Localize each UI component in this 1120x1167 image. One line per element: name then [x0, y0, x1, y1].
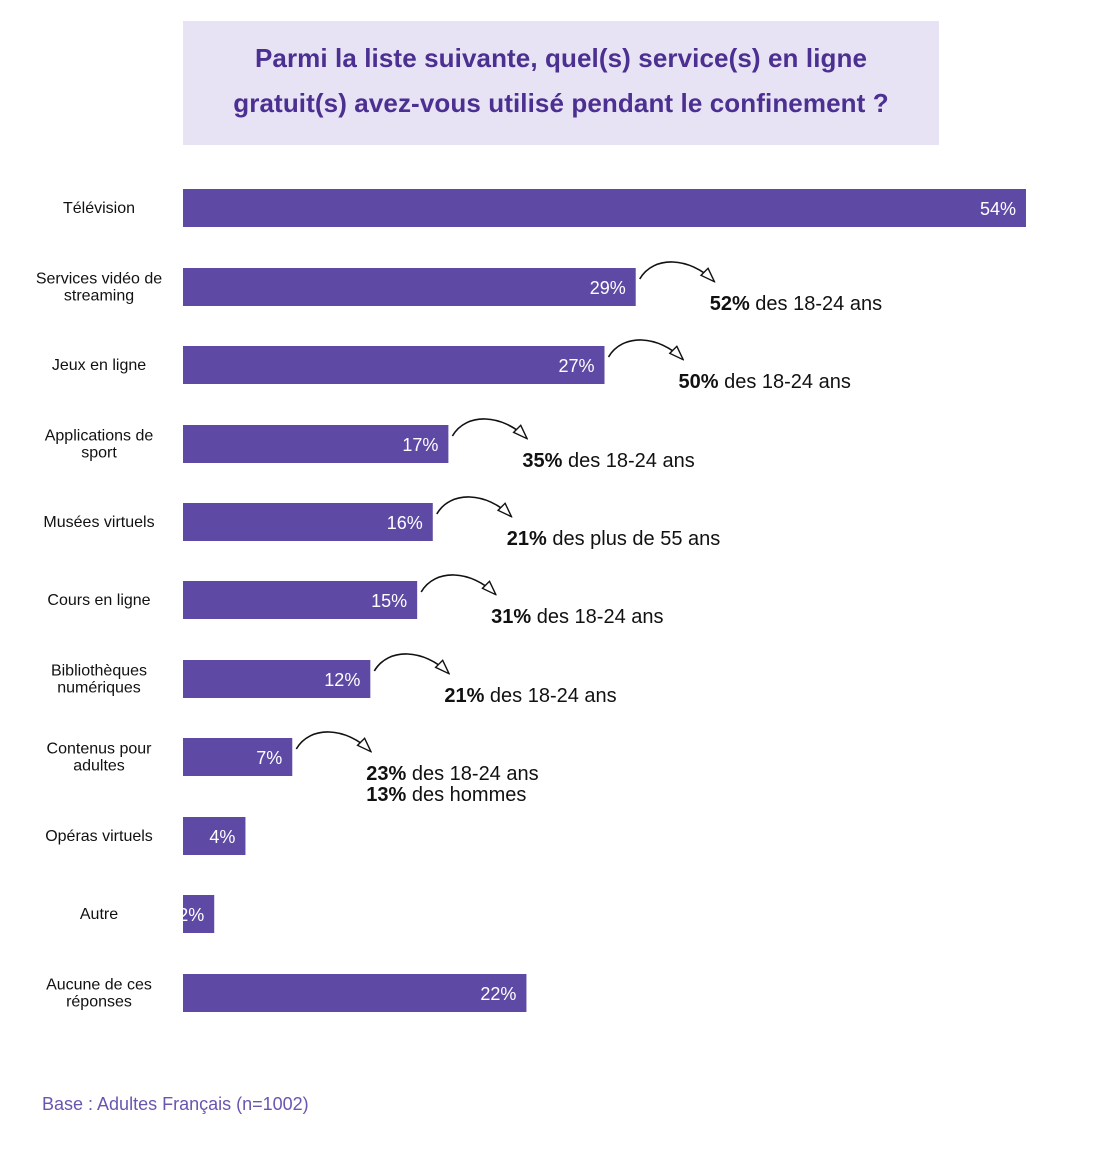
category-label: Aucune de ces réponses [46, 977, 152, 1011]
annotation-text: 21% des 18-24 ans [444, 685, 616, 707]
chart-title-line-2: gratuit(s) avez-vous utilisé pendant le … [233, 88, 889, 118]
annotation-text: 23% des 18-24 ans [366, 763, 538, 785]
value-label: 22% [480, 984, 516, 1004]
value-label: 7% [256, 748, 282, 768]
category-label: Bibliothèques numériques [51, 663, 147, 697]
annotation-text: 13% des hommes [366, 784, 526, 806]
bar [183, 346, 605, 384]
bar [183, 189, 1026, 227]
annotation-arrow [436, 496, 511, 516]
category-label: Télévision [63, 200, 135, 217]
value-label: 29% [590, 278, 626, 298]
category-label: Opéras virtuels [45, 828, 153, 845]
annotation-text: 21% des plus de 55 ans [507, 528, 721, 550]
value-label: 15% [371, 591, 407, 611]
value-label: 2% [178, 905, 204, 925]
annotation-arrow [607, 339, 683, 359]
bar [183, 974, 527, 1012]
value-label: 16% [387, 513, 423, 533]
chart-title-line-1: Parmi la liste suivante, quel(s) service… [254, 43, 868, 73]
footnote: Base : Adultes Français (n=1002) [42, 1094, 309, 1114]
category-label: Autre [80, 906, 118, 923]
bar [183, 817, 246, 855]
category-label: Services vidéo de streaming [36, 271, 162, 305]
bar-chart: Télévision 54% Services vidéo de streaming 2… [36, 189, 1026, 1012]
annotation-text: 35% des 18-24 ans [522, 450, 694, 472]
bar [183, 503, 433, 541]
annotation-arrow [295, 731, 370, 751]
category-label: Musées virtuels [43, 514, 154, 531]
value-label: 54% [980, 199, 1016, 219]
value-label: 4% [209, 827, 235, 847]
annotation-text: 52% des 18-24 ans [710, 293, 882, 315]
value-label: 27% [558, 356, 594, 376]
value-label: 17% [402, 435, 438, 455]
bar [183, 738, 293, 776]
bar [183, 895, 215, 933]
bar [183, 660, 371, 698]
annotation-text: 31% des 18-24 ans [491, 606, 663, 628]
annotation-arrow [420, 574, 495, 594]
bar [183, 268, 636, 306]
annotation-arrow [639, 261, 714, 281]
annotation-arrow [373, 653, 448, 673]
category-label: Applications de sport [45, 428, 154, 462]
annotation-arrow [451, 418, 526, 438]
category-label: Jeux en ligne [52, 357, 146, 374]
value-label: 12% [324, 670, 360, 690]
category-label: Cours en ligne [47, 592, 150, 609]
title-box: Parmi la liste suivante, quel(s) service… [183, 21, 939, 145]
annotation-text: 50% des 18-24 ans [679, 371, 851, 393]
category-label: Contenus pour adultes [47, 741, 153, 775]
bar [183, 581, 418, 619]
bar [183, 425, 449, 463]
